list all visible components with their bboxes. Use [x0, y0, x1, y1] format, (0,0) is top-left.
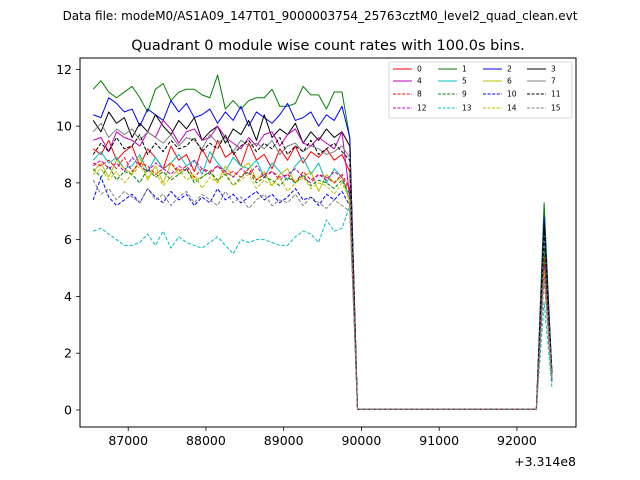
- legend-label-15: 15: [551, 104, 561, 113]
- y-tick-label: 12: [56, 62, 72, 77]
- chart-title: Quadrant 0 module wise count rates with …: [131, 38, 525, 54]
- legend-label-8: 8: [417, 90, 422, 99]
- legend-label-3: 3: [551, 65, 556, 74]
- legend-label-12: 12: [417, 104, 427, 113]
- legend-label-13: 13: [462, 104, 472, 113]
- legend-label-5: 5: [462, 77, 467, 86]
- y-tick-label: 6: [64, 232, 72, 247]
- legend-label-1: 1: [462, 65, 467, 74]
- legend-label-9: 9: [462, 90, 467, 99]
- axes-frame: [79, 57, 577, 428]
- legend-label-7: 7: [551, 77, 556, 86]
- y-tick-label: 10: [56, 119, 72, 134]
- y-tick-label: 8: [64, 175, 72, 190]
- x-tick-label: 91000: [419, 433, 459, 448]
- series-line-12: [92, 156, 553, 410]
- legend-label-11: 11: [551, 90, 561, 99]
- series-line-13: [93, 205, 553, 410]
- legend-label-14: 14: [507, 104, 517, 113]
- series-line-15: [92, 179, 553, 410]
- legend-label-10: 10: [507, 90, 517, 99]
- y-tick-label: 4: [64, 289, 72, 304]
- legend-label-6: 6: [507, 77, 512, 86]
- x-tick-label: 92000: [497, 433, 537, 448]
- legend-label-0: 0: [417, 65, 422, 74]
- x-tick-label: 87000: [108, 433, 148, 448]
- x-tick-label: 89000: [264, 433, 304, 448]
- y-tick-label: 0: [64, 402, 72, 417]
- x-tick-label: 88000: [186, 433, 226, 448]
- series-line-9: [92, 165, 553, 410]
- y-tick-label: 2: [64, 346, 72, 361]
- legend-label-4: 4: [417, 77, 422, 86]
- legend-box: [388, 61, 573, 119]
- legend-label-2: 2: [507, 65, 512, 74]
- plot-area: [92, 74, 553, 410]
- x-tick-label: 90000: [342, 433, 382, 448]
- x-offset-label: +3.314e8: [514, 454, 576, 469]
- figure-suptitle: Data file: modeM0/AS1A09_147T01_90000037…: [63, 9, 578, 23]
